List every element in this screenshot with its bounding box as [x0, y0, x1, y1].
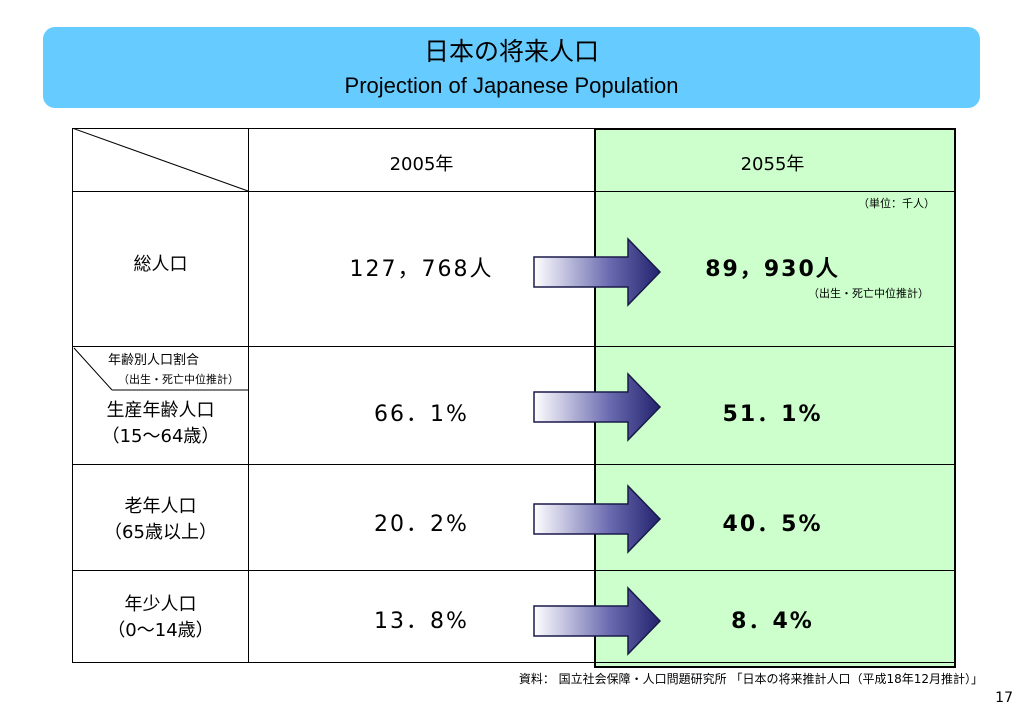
title-english: Projection of Japanese Population [344, 73, 679, 98]
row-label-youth: 年少人口 （0〜14歳） [107, 594, 214, 641]
row-label-total: 総人口 [133, 254, 188, 275]
table-line [72, 464, 956, 465]
row-label-elderly: 老年人口 （65歳以上） [104, 496, 217, 543]
arrow-right-icon [533, 237, 662, 307]
value-2055-youth: 8．4% [731, 609, 814, 634]
projection-2055-column [594, 128, 956, 668]
unit-note: （単位：千人） [858, 197, 935, 210]
value-2055-working-age: 51．1% [722, 402, 823, 427]
value-2055-total: 89，930人 [705, 257, 840, 282]
source-note: 資料： 国立社会保障・人口問題研究所 「日本の将来推計人口（平成18年12月推計… [518, 672, 983, 686]
title-banner: 日本の将来人口 Projection of Japanese Populatio… [43, 27, 980, 108]
table-line [72, 191, 956, 192]
table-border-top [72, 128, 956, 129]
table-border-left [72, 128, 73, 663]
page-number: 17 [995, 690, 1013, 706]
arrow-right-icon [533, 372, 662, 442]
header-diagonal [72, 128, 249, 192]
ratio-header: 年齢別人口割合 [108, 353, 200, 368]
value-2005-elderly: 20．2% [374, 512, 469, 537]
row-label-working-age: 生産年齢人口 （15〜64歳） [101, 400, 220, 447]
table-line [248, 128, 249, 663]
table-border-bottom [72, 662, 956, 663]
header-2005: 2005年 [389, 154, 454, 175]
title-japanese: 日本の将来人口 [423, 37, 599, 66]
value-2055-total-note: （出生・死亡中位推計） [808, 287, 929, 300]
arrow-right-icon [533, 586, 662, 656]
table-line [72, 346, 956, 347]
value-2005-total: 127，768人 [349, 257, 494, 282]
value-2005-youth: 13．8% [374, 609, 469, 634]
ratio-header-note: （出生・死亡中位推計） [118, 373, 239, 386]
arrow-right-icon [533, 484, 662, 554]
table-line [72, 570, 956, 571]
header-2055: 2055年 [740, 154, 805, 175]
value-2055-elderly: 40．5% [722, 512, 823, 537]
ratio-header-diagonal [73, 347, 248, 391]
value-2005-working-age: 66．1% [374, 402, 469, 427]
